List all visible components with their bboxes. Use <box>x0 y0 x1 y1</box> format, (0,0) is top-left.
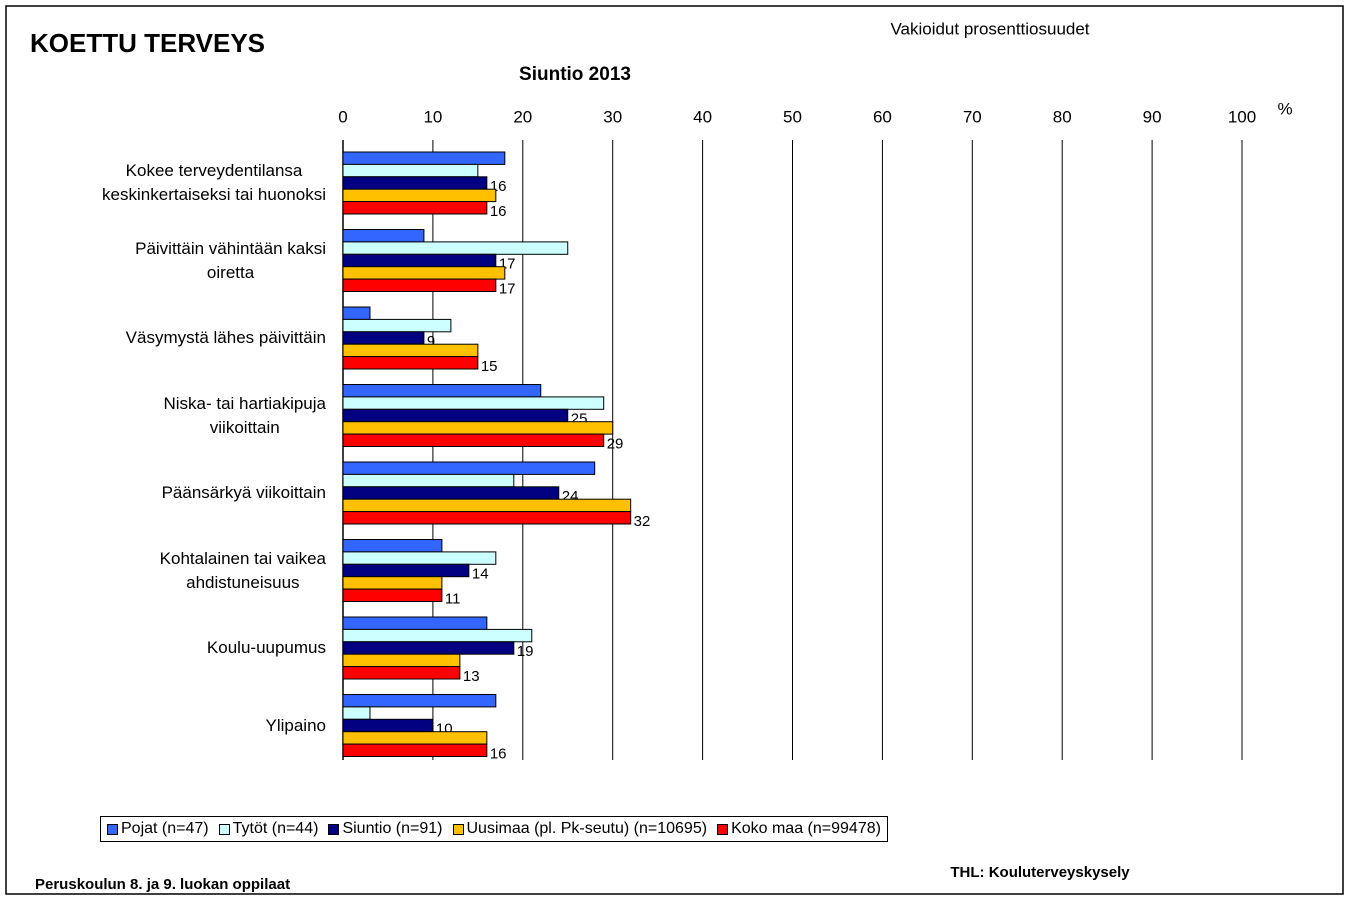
bar <box>342 731 488 745</box>
chart-title: KOETTU TERVEYS <box>30 28 265 58</box>
y-tick-label: Ylipaino <box>265 715 327 735</box>
x-tick-label: 40 <box>693 107 712 126</box>
legend-swatch <box>218 823 230 835</box>
data-label: 16 <box>490 745 507 762</box>
data-label: 19 <box>517 643 534 660</box>
bar <box>342 433 605 448</box>
y-tick-label: Kokee terveydentilansa keskinkertaiseksi… <box>102 161 326 204</box>
x-tick-label: 70 <box>963 107 982 126</box>
bar <box>342 511 632 525</box>
frame <box>5 5 1344 895</box>
data-label: 16 <box>490 203 507 220</box>
data-label: 14 <box>472 565 489 582</box>
footer-left: Peruskoulun 8. ja 9. luokan oppilaat <box>35 876 290 893</box>
bar <box>342 266 506 280</box>
x-tick-label: 10 <box>423 107 442 126</box>
legend-label: Siuntio (n=91) <box>342 820 443 837</box>
bar <box>342 473 515 488</box>
y-tick-label: Niska- tai hartiakipuja viikoittain <box>163 393 326 437</box>
bar <box>342 694 497 708</box>
legend-swatch <box>107 823 118 835</box>
bar <box>342 539 443 553</box>
x-tick-label: 60 <box>873 107 892 126</box>
data-label: 9 <box>427 333 435 350</box>
legend-label: Pojat (n=47) <box>121 820 209 837</box>
note: Vakioidut prosenttiosuudet <box>890 19 1089 38</box>
bar <box>342 641 515 655</box>
bar <box>342 743 488 757</box>
bar <box>342 356 479 370</box>
legend-swatch <box>452 823 464 835</box>
bar <box>342 229 425 243</box>
legend-item: Siuntio (n=91) <box>328 820 443 838</box>
legend-item: Tytöt (n=44) <box>218 820 319 838</box>
bar <box>342 163 479 178</box>
x-tick-label: 90 <box>1143 107 1162 126</box>
y-tick-label: Kohtalainen tai vaikea ahdistuneisuus <box>159 548 326 592</box>
bar <box>342 628 533 643</box>
data-label: 17 <box>499 280 516 297</box>
bar <box>342 176 488 190</box>
bar <box>342 384 542 398</box>
bar <box>342 151 506 165</box>
bar <box>342 306 371 320</box>
bar <box>342 653 461 668</box>
bar <box>342 278 497 293</box>
bar <box>342 396 605 410</box>
data-label: 11 <box>445 590 461 607</box>
y-tick-label: Väsymystä lähes päivittäin <box>125 328 326 347</box>
bar <box>342 616 488 630</box>
bar <box>342 486 560 500</box>
x-tick-label: 50 <box>783 107 802 126</box>
legend: Pojat (n=47) Tytöt (n=44) Siuntio (n=91) Uu… <box>100 816 888 842</box>
bar <box>342 718 434 733</box>
bar <box>342 563 470 578</box>
x-tick-label: 20 <box>513 107 532 126</box>
bar <box>342 318 452 333</box>
data-label: 15 <box>481 358 498 375</box>
legend-item: Uusimaa (pl. Pk-seutu) (n=10695) <box>452 820 708 838</box>
legend-swatch <box>717 823 729 835</box>
bar <box>342 498 632 513</box>
bar <box>342 706 371 720</box>
bar <box>342 421 614 435</box>
y-tick-label: Päivittäin vähintään kaksi oiretta <box>135 238 326 282</box>
bar <box>342 408 569 423</box>
data-label: 29 <box>607 435 624 452</box>
legend-item: Pojat (n=47) <box>107 820 209 838</box>
y-tick-label: Koulu-uupumus <box>206 638 326 657</box>
bar <box>342 188 497 203</box>
bar <box>342 551 497 565</box>
bar <box>342 253 497 268</box>
x-unit: % <box>1277 99 1292 118</box>
x-tick-label: 80 <box>1053 107 1072 126</box>
legend-item: Koko maa (n=99478) <box>717 820 881 838</box>
x-tick-label: 100 <box>1228 107 1256 126</box>
bar <box>342 576 443 590</box>
data-label: 13 <box>463 668 480 685</box>
x-tick-label: 30 <box>603 107 622 126</box>
bar <box>342 241 569 255</box>
bar <box>342 666 461 680</box>
bar <box>342 588 443 602</box>
legend-label: Tytöt (n=44) <box>232 820 319 837</box>
legend-swatch <box>328 823 340 835</box>
bar <box>342 461 596 475</box>
chart-subtitle: Siuntio 2013 <box>519 64 631 85</box>
bar <box>342 201 488 215</box>
bar <box>342 331 425 345</box>
data-label: 32 <box>634 513 651 530</box>
y-tick-label: Päänsärkyä viikoittain <box>161 483 326 502</box>
footer-right: THL: Kouluterveyskysely <box>950 864 1130 881</box>
bar <box>342 343 479 358</box>
x-tick-label: 0 <box>338 107 347 126</box>
legend-label: Uusimaa (pl. Pk-seutu) (n=10695) <box>466 820 708 837</box>
legend-label: Koko maa (n=99478) <box>731 820 881 837</box>
